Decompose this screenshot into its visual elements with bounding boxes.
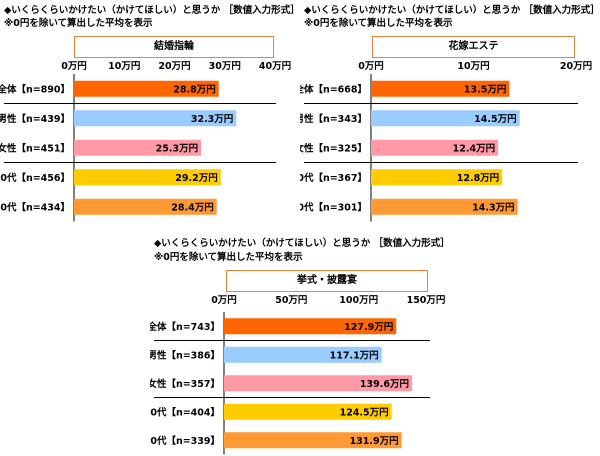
value-label: 29.2万円 xyxy=(175,173,217,184)
chart-title: 花嫁エステ xyxy=(372,36,575,58)
value-label: 139.6万円 xyxy=(360,379,409,390)
category-label: 女性【n=357】 xyxy=(150,378,220,390)
category-label: 男性【n=386】 xyxy=(150,349,220,361)
category-label: 30代【n=434】 xyxy=(0,201,70,213)
tick-label: 0万円 xyxy=(358,61,384,72)
category-label: 全体【n=743】 xyxy=(150,321,220,333)
bar xyxy=(224,318,397,335)
value-label: 25.3万円 xyxy=(156,143,198,154)
tick-label: 20万円 xyxy=(158,61,190,72)
bar xyxy=(371,139,499,156)
bar xyxy=(74,139,202,156)
value-label: 12.4万円 xyxy=(453,143,495,154)
bar xyxy=(371,198,518,215)
value-label: 32.3万円 xyxy=(191,114,233,125)
category-label: 全体【n=890】 xyxy=(0,83,70,95)
header-line2: ※0円を除いて算出した平均を表示 xyxy=(4,18,153,29)
value-label: 14.3万円 xyxy=(472,202,514,213)
bar xyxy=(371,80,510,97)
value-label: 131.9万円 xyxy=(350,436,399,447)
bar xyxy=(371,169,503,186)
bar xyxy=(224,375,412,392)
tick-label: 50万円 xyxy=(275,295,307,306)
category-label: 女性【n=325】 xyxy=(300,142,367,154)
tick-label: 0万円 xyxy=(211,295,237,306)
category-label: 男性【n=439】 xyxy=(0,113,70,125)
tick-label: 30万円 xyxy=(209,61,241,72)
header-line2: ※0円を除いて算出した平均を表示 xyxy=(304,18,453,29)
value-label: 117.1万円 xyxy=(330,350,379,361)
bar xyxy=(74,80,219,97)
category-label: 20代【n=367】 xyxy=(300,172,367,184)
value-label: 14.5万円 xyxy=(474,114,516,125)
header-line1: ◆いくらくらいかけたい（かけてほしい）と思うか ［数値入力形式］ xyxy=(4,5,300,16)
bar xyxy=(224,432,402,449)
category-label: 女性【n=451】 xyxy=(0,142,70,154)
category-label: 30代【n=339】 xyxy=(150,435,220,447)
tick-label: 40万円 xyxy=(259,61,291,72)
chart-title: 挙式・披露宴 xyxy=(226,270,428,292)
header-line2: ※0円を除いて算出した平均を表示 xyxy=(154,252,303,263)
header-line1: ◆いくらくらいかけたい（かけてほしい）と思うか ［数値入力形式］ xyxy=(304,5,600,16)
category-label: 男性【n=343】 xyxy=(300,113,367,125)
tick-label: 100万円 xyxy=(339,295,378,306)
value-label: 12.8万円 xyxy=(457,173,499,184)
bar xyxy=(74,169,221,186)
category-label: 全体【n=668】 xyxy=(300,83,367,95)
tick-label: 150万円 xyxy=(407,295,446,306)
bar xyxy=(224,346,382,363)
value-label: 28.8万円 xyxy=(173,84,215,95)
bar xyxy=(371,110,520,127)
value-label: 127.9万円 xyxy=(344,322,393,333)
value-label: 124.5万円 xyxy=(340,407,389,418)
value-label: 28.4万円 xyxy=(171,202,213,213)
tick-label: 20万円 xyxy=(560,61,592,72)
bar xyxy=(224,403,392,420)
value-label: 13.5万円 xyxy=(464,84,506,95)
category-label: 30代【n=301】 xyxy=(300,201,367,213)
category-label: 20代【n=404】 xyxy=(150,406,220,418)
tick-label: 10万円 xyxy=(457,61,489,72)
chart-title: 結婚指輪 xyxy=(74,36,274,58)
bar xyxy=(74,110,237,127)
bar xyxy=(74,198,217,215)
tick-label: 0万円 xyxy=(61,61,87,72)
header-line1: ◆いくらくらいかけたい（かけてほしい）と思うか ［数値入力形式］ xyxy=(154,238,450,249)
tick-label: 10万円 xyxy=(108,61,140,72)
category-label: 20代【n=456】 xyxy=(0,172,70,184)
